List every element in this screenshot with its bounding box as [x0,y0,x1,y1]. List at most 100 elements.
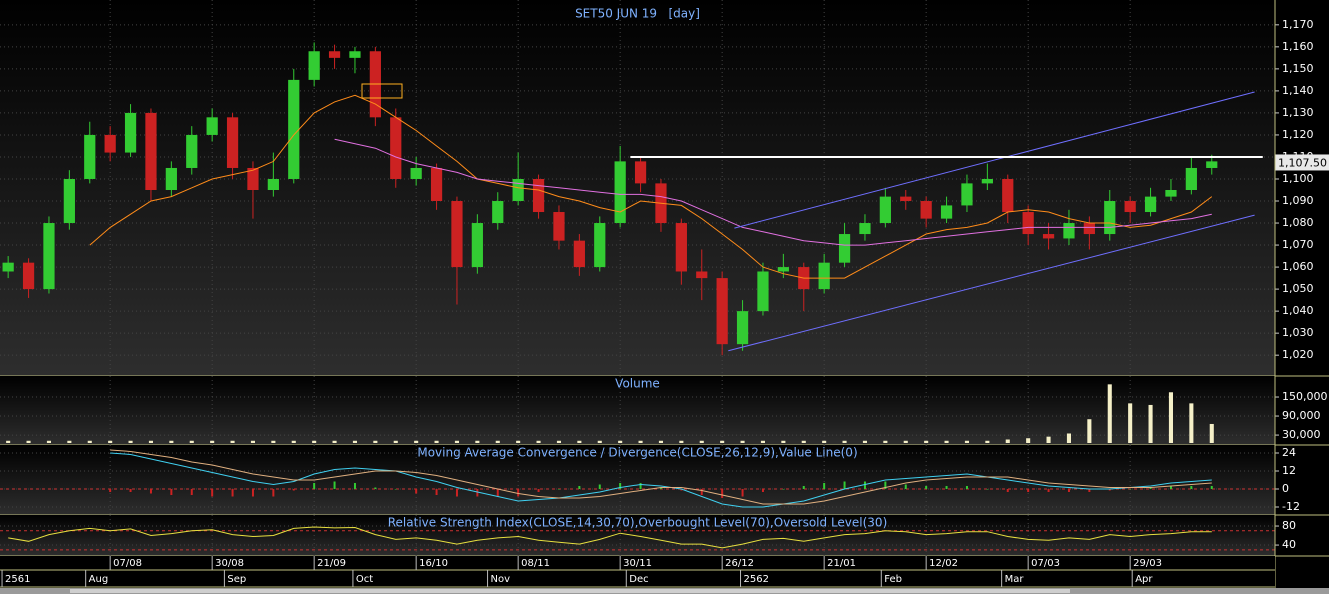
candle-body [84,134,96,179]
x-tick-label: 08/11 [521,558,550,569]
panel-title: Relative Strength Index(CLOSE,14,30,70),… [388,516,888,530]
volume-bar [1005,439,1010,443]
x-tick-label: 07/03 [1031,558,1060,569]
volume-bar [271,440,276,443]
volume-bar [1107,384,1112,443]
volume-bar [862,440,867,443]
histogram-bar [700,489,703,495]
histogram-bar [1129,489,1132,490]
volume-bar [148,440,153,443]
volume-bar [87,440,92,443]
histogram-bar [353,483,356,489]
candle-body [757,271,769,312]
histogram-bar [129,489,132,492]
volume-bar [291,440,296,443]
volume-bar [312,440,317,443]
y-tick-label: -12 [1282,500,1300,513]
volume-bar [475,440,480,443]
histogram-bar [598,484,601,489]
volume-bar [250,440,255,443]
histogram-bar [741,489,744,497]
candle-body [1022,212,1034,235]
histogram-bar [415,489,418,494]
candle-body [961,183,973,206]
histogram-bar [109,489,112,492]
volume-bar [210,440,215,443]
scrollbar-thumb[interactable] [70,589,1070,593]
histogram-bar [782,489,785,490]
x-tick-label: 30/08 [215,558,244,569]
volume-bar [556,440,561,443]
volume-bar [1128,403,1133,443]
candle-body [43,223,55,290]
histogram-bar [761,489,764,492]
volume-bar [822,440,827,443]
volume-bar [658,440,663,443]
histogram-bar [170,489,173,495]
histogram-bar [680,489,683,491]
candle-body [267,178,279,190]
volume-bar [352,440,357,443]
period-label: Sep [227,574,246,585]
y-tick-label: 1,170 [1282,18,1314,31]
last-price-label: 1,107.50 [1278,156,1327,169]
candle-body [573,240,585,268]
y-tick-label: 0 [1282,482,1289,495]
histogram-bar [884,481,887,489]
volume-bar [944,440,949,443]
volume-bar [781,440,786,443]
histogram-bar [374,487,377,489]
candle-body [1124,201,1136,213]
candle-body [1165,190,1177,197]
candle-body [165,167,177,190]
candle-body [430,167,443,202]
candle-body [1002,178,1014,213]
candle-body [920,201,932,219]
histogram-bar [1169,486,1172,489]
histogram-bar [333,481,336,489]
histogram-bar [435,489,438,495]
histogram-bar [394,489,397,490]
volume-bar [760,440,765,443]
volume-bar [230,440,235,443]
period-label: Oct [356,574,373,585]
histogram-bar [578,486,581,489]
period-label: Feb [884,574,902,585]
candle-body [1104,201,1116,235]
volume-bar [1026,438,1031,443]
x-tick-label: 12/02 [929,558,958,569]
period-label: 2562 [744,574,769,585]
candle-body [471,223,483,268]
y-tick-label: 150,000 [1282,390,1328,403]
volume-bar [720,440,725,443]
volume-bar [373,440,378,443]
volume-bar [454,440,459,443]
histogram-bar [537,489,540,492]
volume-bar [189,440,194,443]
histogram-bar [823,483,826,489]
histogram-bar [251,489,254,497]
candle-body [553,212,565,241]
candle-body [838,234,851,263]
histogram-bar [1190,486,1193,489]
histogram-bar [231,489,234,497]
volume-bar [128,440,133,443]
y-tick-label: 1,050 [1282,282,1314,295]
histogram-bar [1027,489,1030,492]
y-tick-label: 1,160 [1282,40,1314,53]
annotation-box [361,83,403,99]
panel-background [0,376,1275,445]
candle-body [124,112,137,153]
candle-body [532,178,545,213]
candle-body [145,112,157,190]
histogram-bar [1149,487,1152,489]
y-tick-label: 12 [1282,464,1296,477]
y-tick-label: 1,070 [1282,238,1314,251]
candle-body [104,134,116,153]
volume-bar [332,440,337,443]
volume-bar [495,440,500,443]
volume-bar [679,440,684,443]
volume-bar [67,440,72,443]
